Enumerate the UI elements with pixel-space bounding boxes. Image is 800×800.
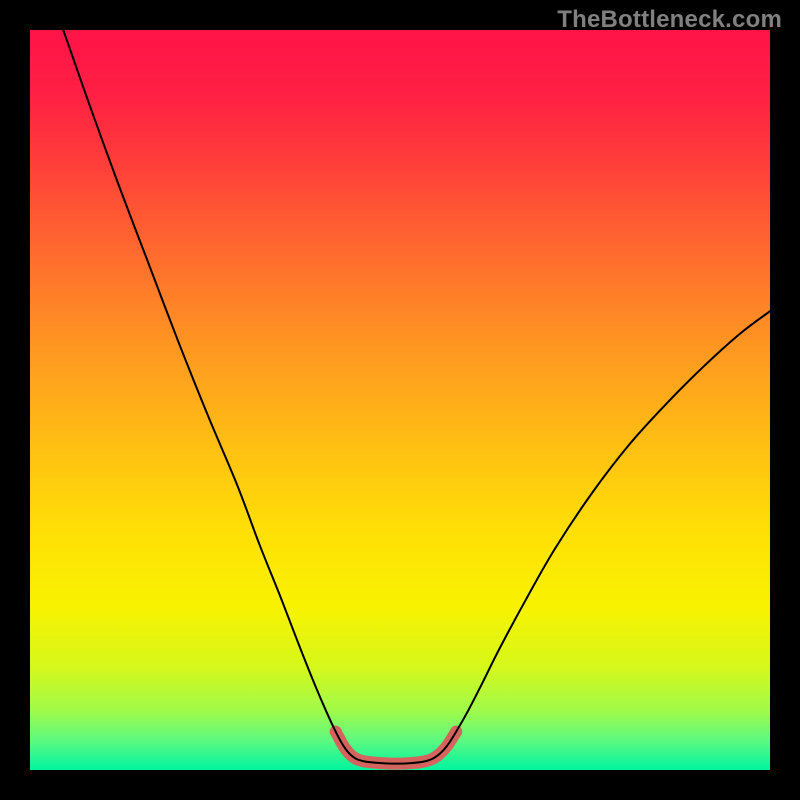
plot-area (30, 30, 770, 770)
gradient-background (30, 30, 770, 770)
gradient-chart-svg (30, 30, 770, 770)
watermark-label: TheBottleneck.com (557, 6, 782, 34)
chart-frame: TheBottleneck.com (0, 0, 800, 800)
